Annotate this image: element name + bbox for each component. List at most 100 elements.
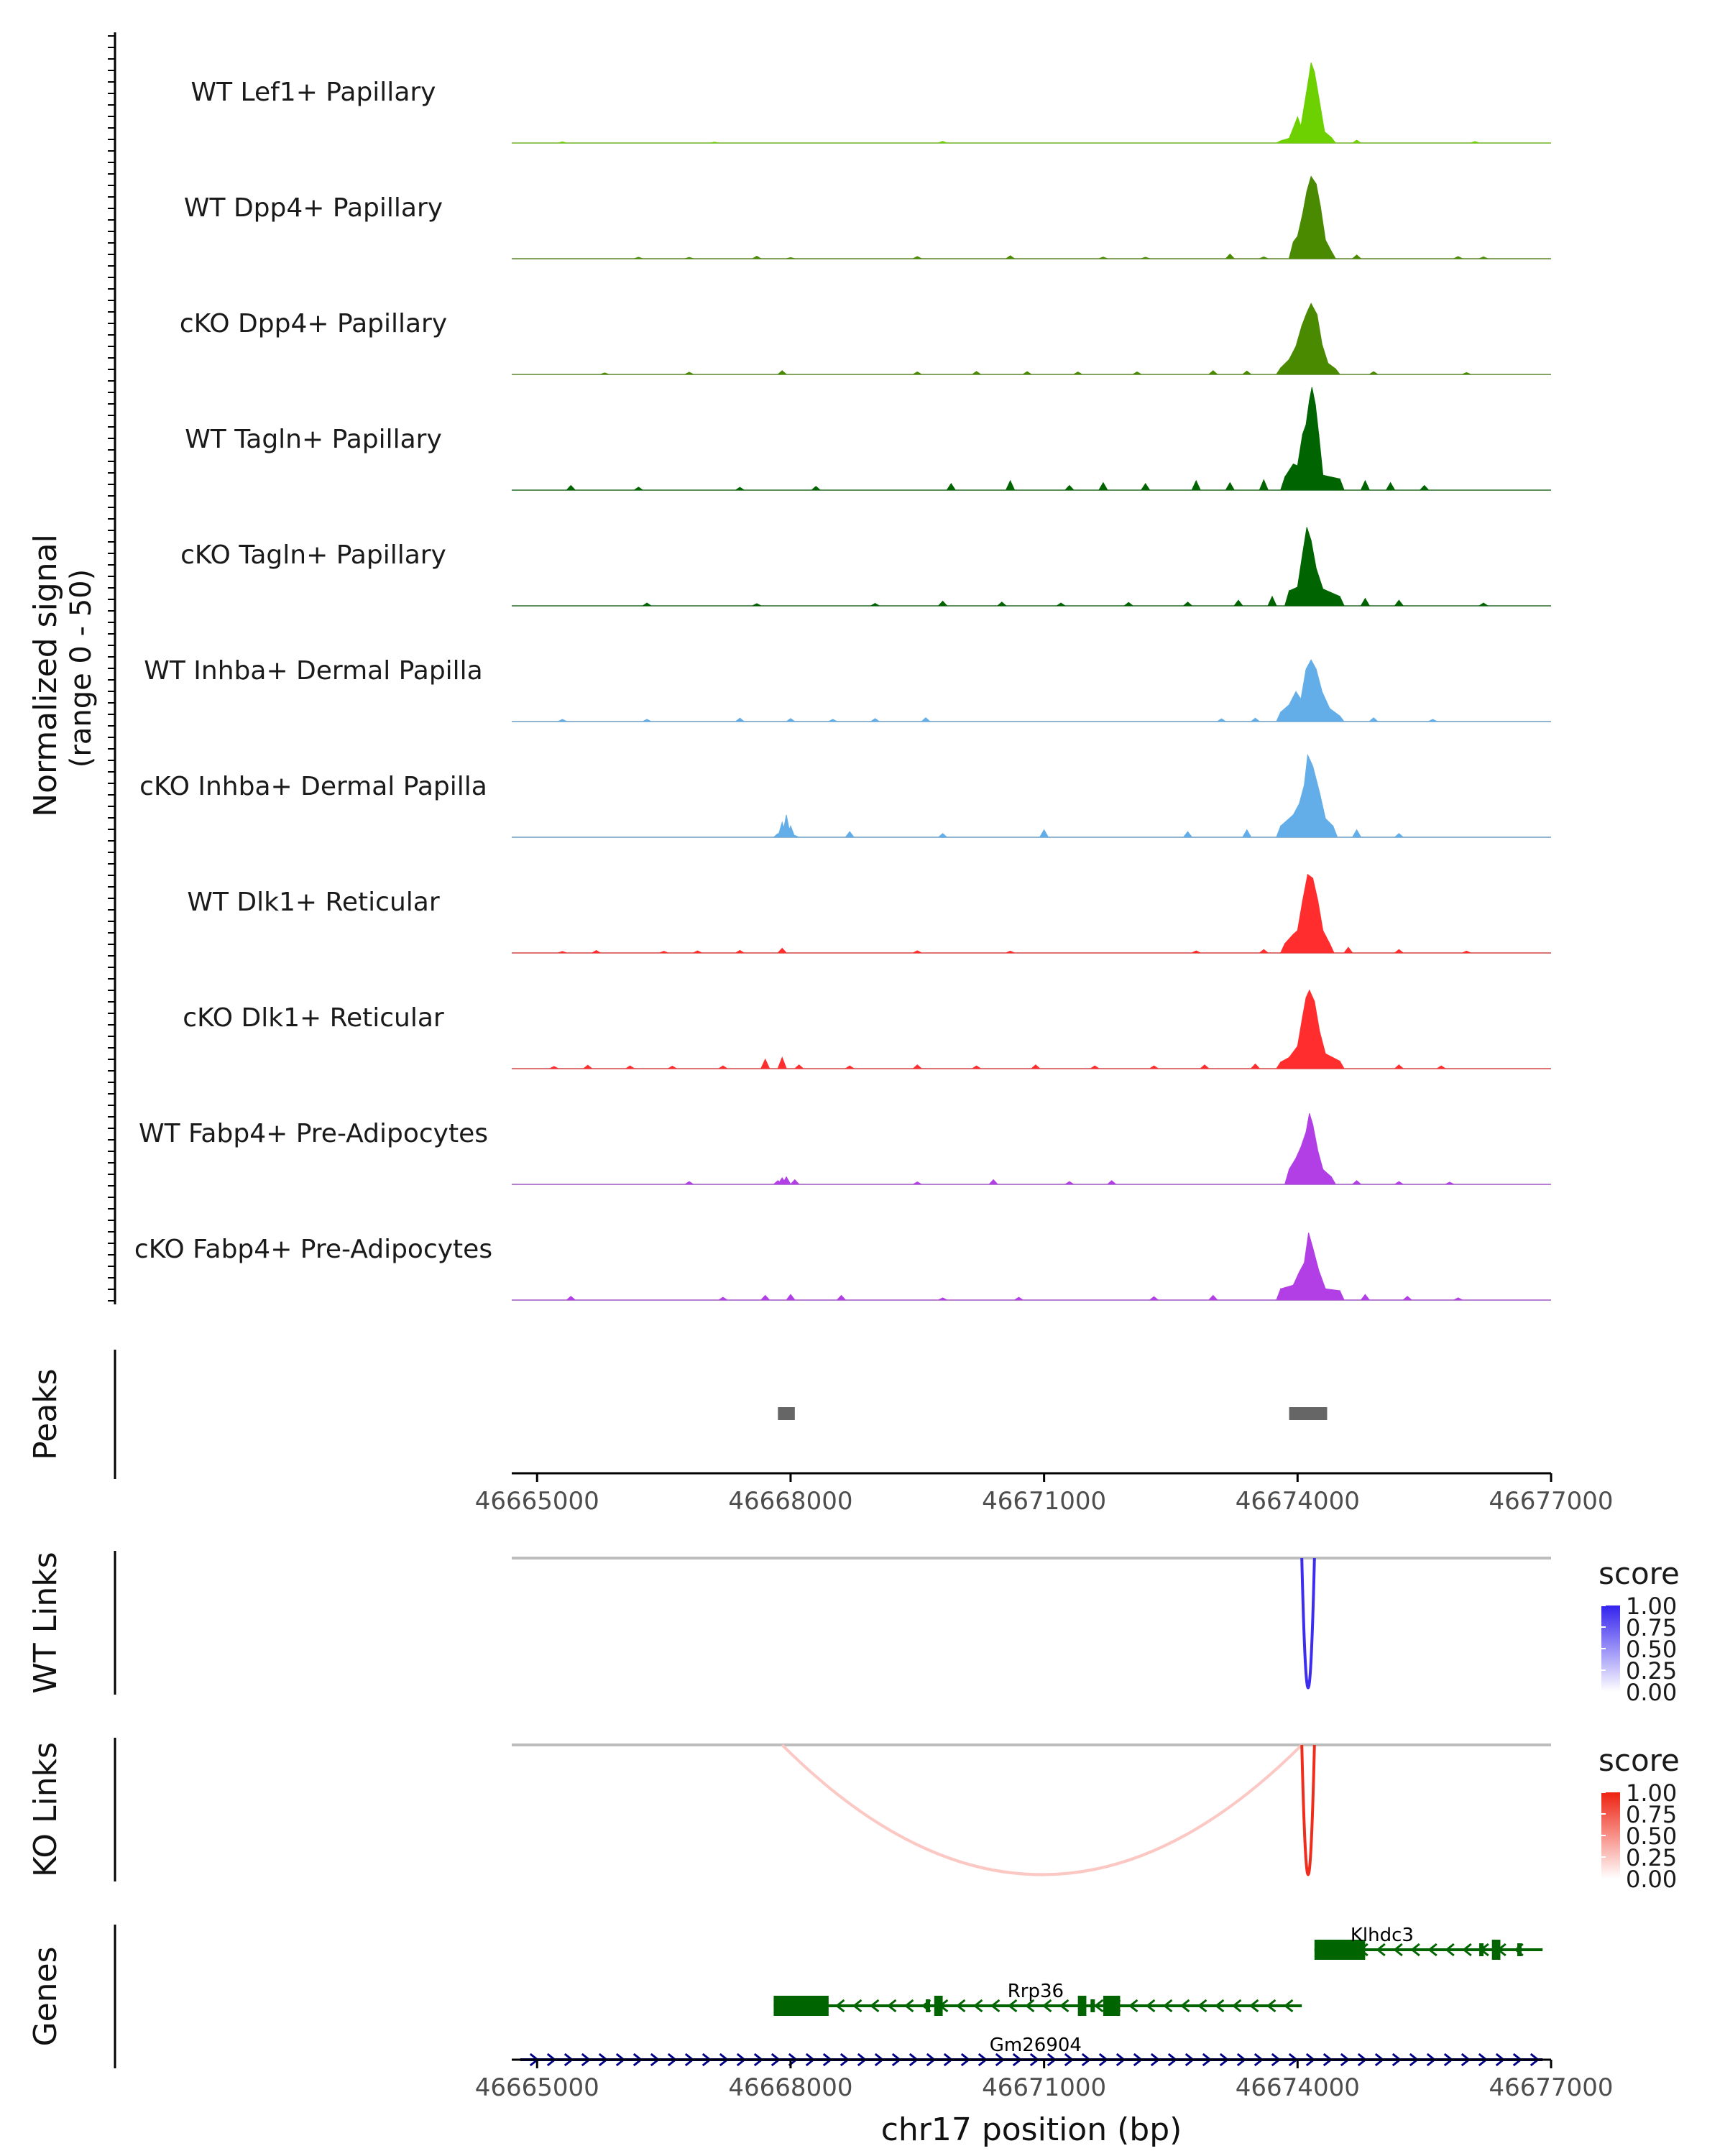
ko-legend-title: score <box>1598 1743 1680 1778</box>
strand-chevron <box>1376 1943 1386 1957</box>
strand-chevron <box>1042 1999 1052 2013</box>
ko-links-ylabel: KO Links <box>27 1742 64 1877</box>
strand-chevron <box>1146 1999 1156 2013</box>
peaks-panel: Peaks 46665000 46668000 46671000 46674000 46… <box>27 1350 1614 1516</box>
strand-chevron <box>1180 1999 1190 2013</box>
strand-chevron <box>852 1999 862 2013</box>
coverage-panel: Normalized signal (range 0 - 50) WT Lef1… <box>27 32 1551 1304</box>
strand-chevron <box>1197 1999 1208 2013</box>
gene-exon <box>1479 1943 1484 1956</box>
strand-chevron <box>1163 1999 1173 2013</box>
gene-name: Gm26904 <box>990 2035 1082 2056</box>
track-peak <box>1280 989 1340 1069</box>
track-label: WT Tagln+ Papillary <box>185 425 442 454</box>
x-tick-label: 46668000 <box>728 2073 852 2102</box>
track-9: WT Fabp4+ Pre-Adipocytes <box>139 1113 1551 1185</box>
x-tick-label: 46674000 <box>1236 2073 1360 2102</box>
gene-exon <box>1491 1940 1501 1960</box>
track-peak <box>1289 1113 1332 1185</box>
track-label: WT Dpp4+ Papillary <box>184 193 443 223</box>
strand-chevron <box>1232 1999 1242 2013</box>
x-axis-title: chr17 position (bp) <box>881 2111 1182 2148</box>
genes-x-axis: 46665000 46668000 46671000 46674000 46677000 <box>475 2058 1614 2102</box>
gene-exon <box>1090 1999 1095 2012</box>
track-3: WT Tagln+ Papillary <box>185 387 1551 491</box>
track-peak <box>1280 303 1336 375</box>
x-tick-label: 46665000 <box>475 2073 599 2102</box>
genes-ylabel: Genes <box>27 1946 64 2046</box>
track-7: WT Dlk1+ Reticular <box>187 873 1551 954</box>
track-6: cKO Inhba+ Dermal Papilla <box>139 753 1551 838</box>
strand-chevron <box>835 1999 845 2013</box>
peaks-x-axis: 46665000 46668000 46671000 46674000 46677000 <box>475 1472 1614 1516</box>
x-tick-label: 46665000 <box>475 1487 599 1516</box>
strand-chevron <box>870 1999 880 2013</box>
track-label: cKO Fabp4+ Pre-Adipocytes <box>134 1235 492 1264</box>
legend-label: 0.25 <box>1626 1844 1677 1871</box>
track-peak <box>1280 753 1334 838</box>
track-2: cKO Dpp4+ Papillary <box>180 303 1551 375</box>
strand-chevron <box>1284 1999 1294 2013</box>
track-peak <box>1284 387 1340 491</box>
legend-label: 0.50 <box>1626 1823 1677 1850</box>
gene-Klhdc3: Klhdc3 <box>1314 1925 1543 1960</box>
track-label: cKO Dlk1+ Reticular <box>183 1003 444 1033</box>
legend-label: 0.25 <box>1626 1657 1677 1685</box>
ko-link-arcs <box>781 1743 1316 1876</box>
track-label: WT Fabp4+ Pre-Adipocytes <box>139 1119 488 1148</box>
wt-legend-title: score <box>1598 1556 1680 1591</box>
strand-chevron <box>904 1999 914 2013</box>
track-peak <box>1280 659 1340 722</box>
wt-links-ylabel: WT Links <box>27 1552 64 1693</box>
legend-label: 1.00 <box>1626 1779 1677 1807</box>
strand-chevron <box>956 1999 966 2013</box>
x-tick-label: 46671000 <box>982 1487 1106 1516</box>
x-tick-label: 46674000 <box>1236 1487 1360 1516</box>
track-peak <box>1292 175 1332 259</box>
legend-label: 0.00 <box>1626 1679 1677 1706</box>
strand-chevron <box>973 1999 983 2013</box>
ko-links-panel: KO Links score 1.000.750.500.250.00 <box>27 1738 1680 1893</box>
track-label: cKO Inhba+ Dermal Papilla <box>139 772 487 801</box>
gene-name: Klhdc3 <box>1351 1925 1414 1946</box>
strand-chevron <box>887 1999 897 2013</box>
track-4: cKO Tagln+ Papillary <box>180 527 1551 607</box>
track-label: WT Inhba+ Dermal Papilla <box>144 656 482 686</box>
legend-label: 1.00 <box>1626 1593 1677 1620</box>
track-1: WT Dpp4+ Papillary <box>184 175 1551 259</box>
legend-label: 0.50 <box>1626 1636 1677 1663</box>
track-label: cKO Dpp4+ Papillary <box>180 309 447 338</box>
gene-exon <box>1077 1996 1087 2016</box>
strand-chevron <box>1025 1999 1035 2013</box>
coverage-ylabel: Normalized signal <box>27 534 64 817</box>
link-arc <box>1300 1744 1316 1876</box>
strand-chevron <box>1128 1999 1138 2013</box>
wt-link-arcs <box>1300 1557 1316 1690</box>
strand-chevron <box>1427 1943 1438 1957</box>
strand-chevron <box>1445 1943 1455 1957</box>
strand-chevron <box>1462 1943 1472 1957</box>
link-arc <box>1300 1557 1316 1690</box>
gene-exon <box>1103 1996 1121 2016</box>
strand-chevron <box>1008 1999 1018 2013</box>
track-peak <box>1284 873 1330 954</box>
gene-name: Rrp36 <box>1008 1981 1064 2002</box>
legend-label: 0.00 <box>1626 1866 1677 1893</box>
track-peak <box>1280 1233 1340 1301</box>
strand-chevron <box>1094 1999 1104 2013</box>
track-label: WT Dlk1+ Reticular <box>187 888 439 917</box>
peak-interval <box>1289 1407 1328 1420</box>
ko-score-legend: score 1.000.750.500.250.00 <box>1598 1743 1680 1893</box>
wt-links-panel: WT Links score 1.000.750.500.250.00 <box>27 1551 1680 1706</box>
legend-label: 0.75 <box>1626 1801 1677 1828</box>
gene-exon <box>1517 1943 1522 1956</box>
gene-exon <box>773 1996 829 2016</box>
gene-exon <box>926 1999 931 2012</box>
strand-chevron <box>1215 1999 1225 2013</box>
link-arc <box>781 1743 1303 1876</box>
strand-chevron <box>1249 1999 1259 2013</box>
gene-exon <box>934 1996 943 2016</box>
x-tick-label: 46668000 <box>728 1487 852 1516</box>
strand-chevron <box>1393 1943 1403 1957</box>
x-tick-label: 46677000 <box>1489 2073 1613 2102</box>
